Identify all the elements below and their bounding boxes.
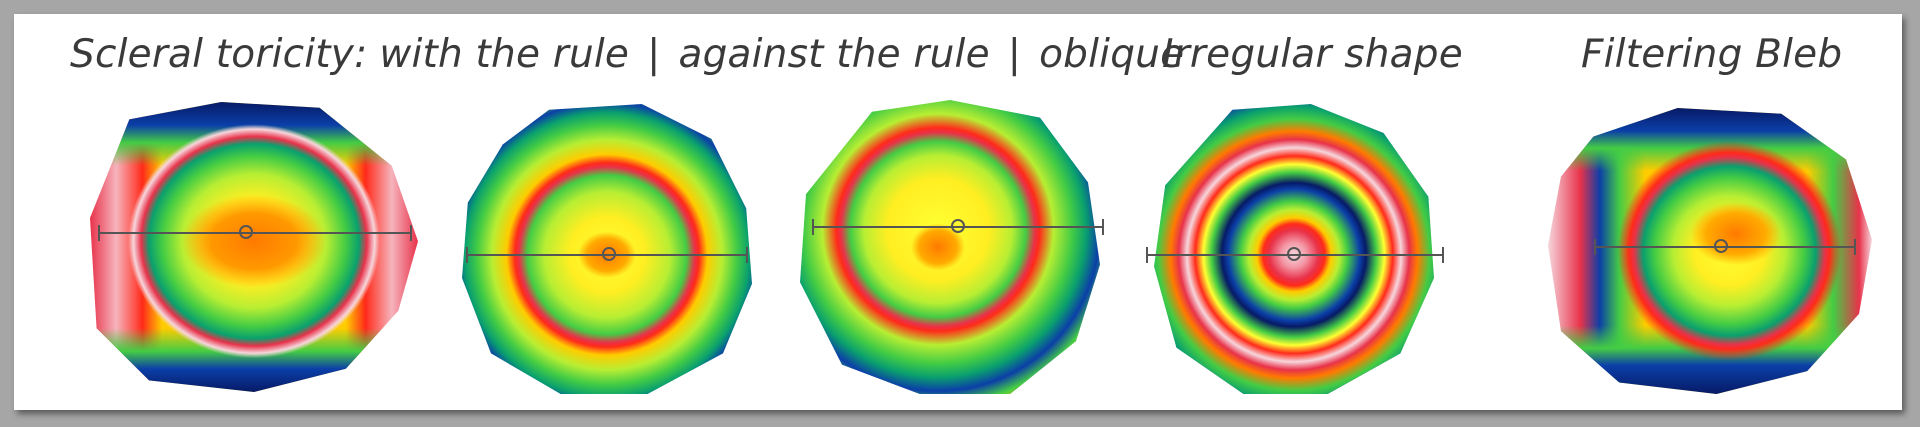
filtering-bleb-caption: Filtering Bleb — [1581, 32, 1843, 77]
center-marker-1 — [239, 225, 253, 239]
axis-line-1 — [98, 225, 412, 241]
topography-map-oblique — [800, 100, 1100, 394]
toricity-prefix: Scleral toricity: — [70, 32, 368, 77]
against-the-rule-label: against the rule — [678, 32, 990, 77]
center-marker-5 — [1714, 239, 1728, 253]
center-marker-2 — [602, 247, 616, 261]
irregular-shape-caption: Irregular shape — [1162, 32, 1463, 77]
with-the-rule-label: with the rule — [379, 32, 630, 77]
figure-panel: Scleral toricity: with the rule | against t… — [14, 14, 1902, 410]
topography-map-filtering-bleb — [1548, 108, 1872, 394]
topography-map-with-the-rule — [90, 102, 418, 392]
separator-2: | — [1007, 32, 1022, 77]
separator-1: | — [647, 32, 661, 77]
scleral-toricity-caption: Scleral toricity: with the rule | against t… — [70, 32, 1184, 77]
center-marker-3 — [951, 219, 965, 233]
oblique-label: oblique — [1039, 32, 1185, 77]
center-marker-4 — [1287, 247, 1301, 261]
